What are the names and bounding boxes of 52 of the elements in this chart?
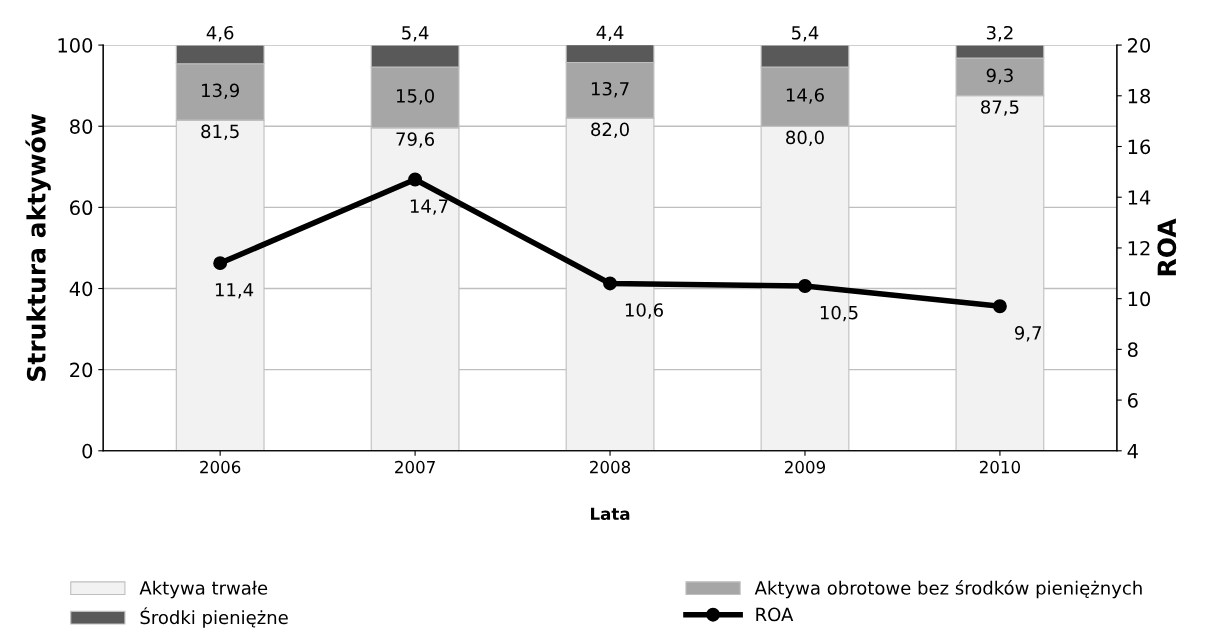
legend-label: Aktywa trwałe — [139, 580, 268, 599]
y-tick-label: 100 — [58, 38, 93, 53]
data-label: 4,6 — [206, 25, 234, 42]
legend-label: Środki pieniężne — [140, 607, 288, 628]
y-tick-label: 0 — [82, 443, 93, 459]
data-label: 79,6 — [396, 132, 435, 148]
x-axis-title: Lata — [591, 507, 630, 521]
data-label: 80,0 — [786, 130, 824, 147]
x-tick-label: 2009 — [784, 460, 826, 474]
y-tick-label: 20 — [70, 362, 93, 378]
y2-tick-label: 4 — [1127, 444, 1138, 459]
x-tick-label: 2008 — [590, 460, 631, 474]
legend-label: ROA — [756, 607, 794, 622]
data-label: 82,0 — [591, 122, 629, 138]
data-label: 13,9 — [202, 83, 239, 100]
point — [213, 256, 228, 271]
y-tick-label: 80 — [70, 119, 93, 134]
y2-tick-label: 10 — [1128, 291, 1151, 307]
data-label: 4,4 — [596, 25, 624, 41]
data-label: 13,7 — [591, 81, 629, 98]
x-tick-label: 2010 — [979, 460, 1021, 474]
data-label: 81,5 — [201, 124, 239, 141]
point — [798, 279, 812, 293]
data-label: 10,6 — [625, 303, 663, 319]
y2-tick-label: 14 — [1128, 190, 1151, 205]
y2-tick-label: 6 — [1127, 393, 1138, 408]
data-label: 87,5 — [981, 100, 1019, 116]
y2-tick-label: 8 — [1127, 342, 1138, 358]
y2-tick-label: 18 — [1128, 88, 1151, 104]
legend-label: Aktywa obrotowe bez środków pieniężnych — [754, 580, 1142, 599]
data-label: 10,5 — [820, 305, 858, 322]
data-label: 9,3 — [986, 68, 1013, 85]
y2-tick-label: 12 — [1128, 240, 1150, 256]
data-label: 3,2 — [986, 25, 1013, 42]
point — [408, 172, 423, 187]
data-label: 9,7 — [1014, 326, 1041, 342]
data-label: 14,6 — [786, 88, 824, 104]
y-axis-title: Struktura aktywów — [25, 114, 51, 381]
data-label: 15,0 — [396, 89, 434, 105]
y2-axis-title: ROA — [1157, 218, 1177, 276]
data-label: 11,4 — [215, 283, 254, 299]
point — [603, 276, 617, 291]
point — [992, 299, 1007, 314]
y2-tick-label: 16 — [1128, 139, 1151, 155]
y-tick-label: 60 — [70, 200, 93, 216]
y-tick-label: 40 — [69, 281, 93, 297]
x-tick-label: 2007 — [395, 460, 435, 474]
data-label: 5,4 — [402, 26, 429, 42]
data-label: 5,4 — [792, 26, 819, 42]
data-label: 14,7 — [410, 199, 448, 215]
x-tick-label: 2006 — [200, 460, 241, 474]
y2-tick-label: 20 — [1128, 38, 1151, 53]
